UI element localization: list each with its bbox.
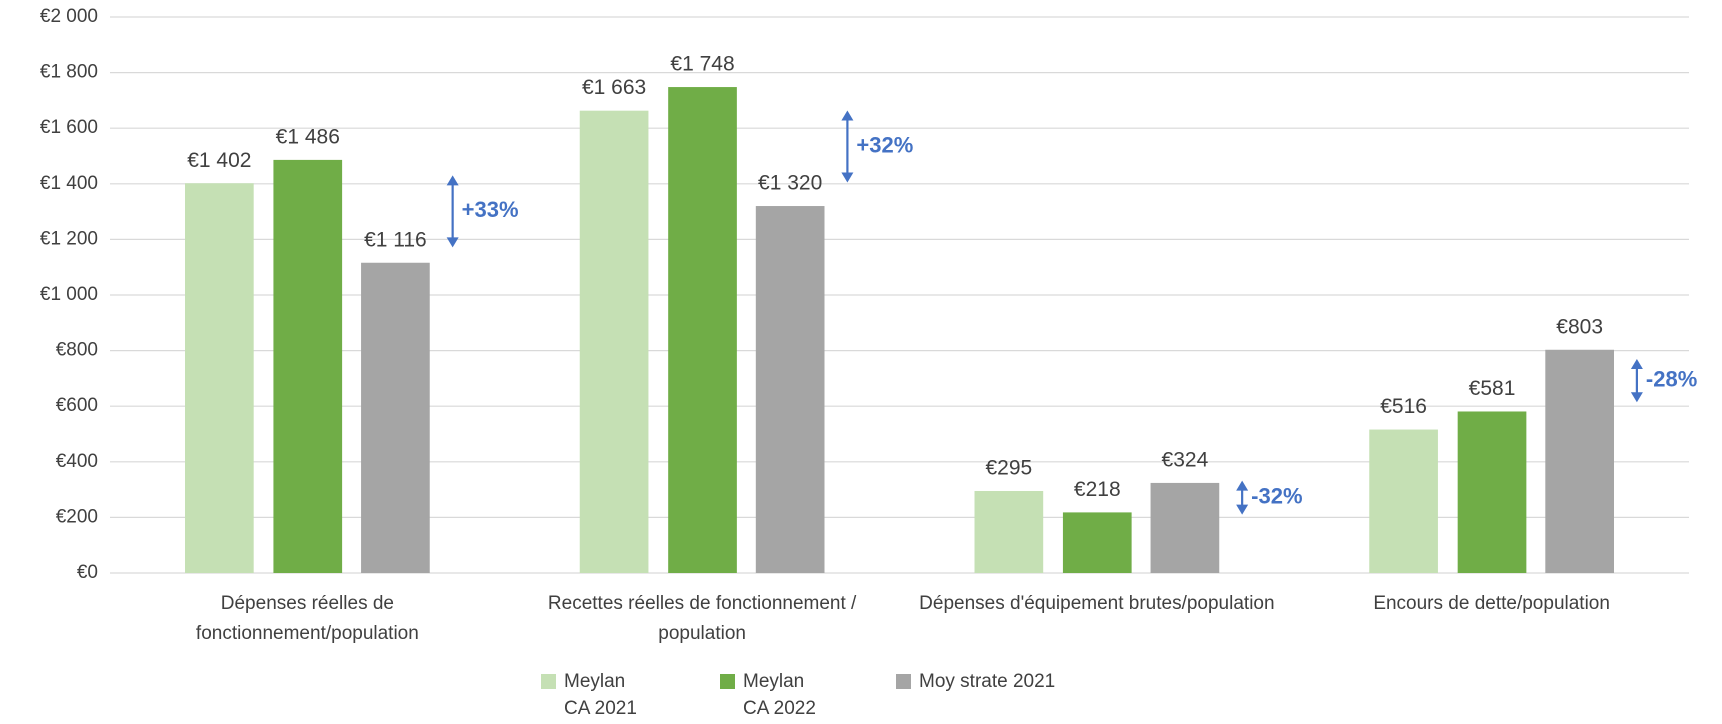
legend-label: Moy strate 2021 [919,671,1056,692]
bar [361,262,430,573]
annotation: +32% [856,132,913,157]
bar [1457,411,1527,573]
y-tick-label: €200 [56,506,98,527]
y-tick-label: €0 [77,562,98,583]
x-tick-label: Dépenses d'équipement brutes/population [919,593,1275,614]
legend-item: Meylan CA 2022 [720,668,833,722]
y-tick-label: €1 400 [40,173,98,194]
y-tick-label: €1 600 [40,117,98,138]
annotation-arrowhead [446,237,459,248]
data-label: €1 748 [670,53,734,76]
x-tick-label: Encours de dette/population [1373,593,1610,614]
data-label: €516 [1380,395,1427,418]
legend-swatch [896,674,911,689]
y-tick-label: €1 000 [40,284,98,305]
legend-swatch [720,674,735,689]
data-label: €1 116 [364,228,427,251]
y-tick-label: €1 800 [40,62,98,83]
annotation-arrowhead [841,110,854,121]
bar [1545,349,1614,573]
y-tick-label: €1 200 [40,228,98,249]
data-label: €1 402 [187,149,251,172]
y-tick-label: €400 [56,451,98,472]
annotation-arrowhead [1630,392,1643,403]
x-tick-label: Recettes réelles de fonctionnement / pop… [547,593,857,644]
annotation-arrowhead [1236,504,1249,515]
y-tick-label: €600 [56,395,98,416]
bar [974,490,1044,573]
legend-item: Moy strate 2021 [896,668,1139,695]
bar [579,110,649,573]
annotation: -28% [1646,366,1697,391]
bar [1062,512,1132,573]
annotation-arrowhead [1236,480,1249,491]
annotation: +33% [462,197,519,222]
legend-swatch [541,674,556,689]
bar [1150,482,1220,573]
data-label: €1 663 [582,76,646,99]
data-label: €295 [985,457,1032,480]
legend-label: Meylan CA 2022 [743,671,816,719]
annotation-arrowhead [841,172,854,183]
annotation: -32% [1251,483,1302,508]
data-label: €218 [1074,478,1121,501]
x-tick-label: Dépenses réelles de fonctionnement/popul… [195,593,419,644]
data-label: €803 [1556,315,1603,338]
data-label: €1 486 [276,125,340,148]
bar [668,87,737,573]
data-label: €324 [1162,448,1209,471]
bar [185,183,254,573]
bar [755,206,825,574]
annotation-arrowhead [446,175,459,186]
annotation-arrowhead [1630,359,1643,370]
y-tick-label: €2 000 [40,6,98,27]
legend-item: Meylan CA 2021 [541,668,654,722]
legend-label: Meylan CA 2021 [564,671,637,719]
y-tick-label: €800 [56,340,98,361]
bar [1369,429,1438,573]
data-label: €581 [1469,377,1516,400]
data-label: €1 320 [758,172,822,195]
bar [273,159,343,573]
